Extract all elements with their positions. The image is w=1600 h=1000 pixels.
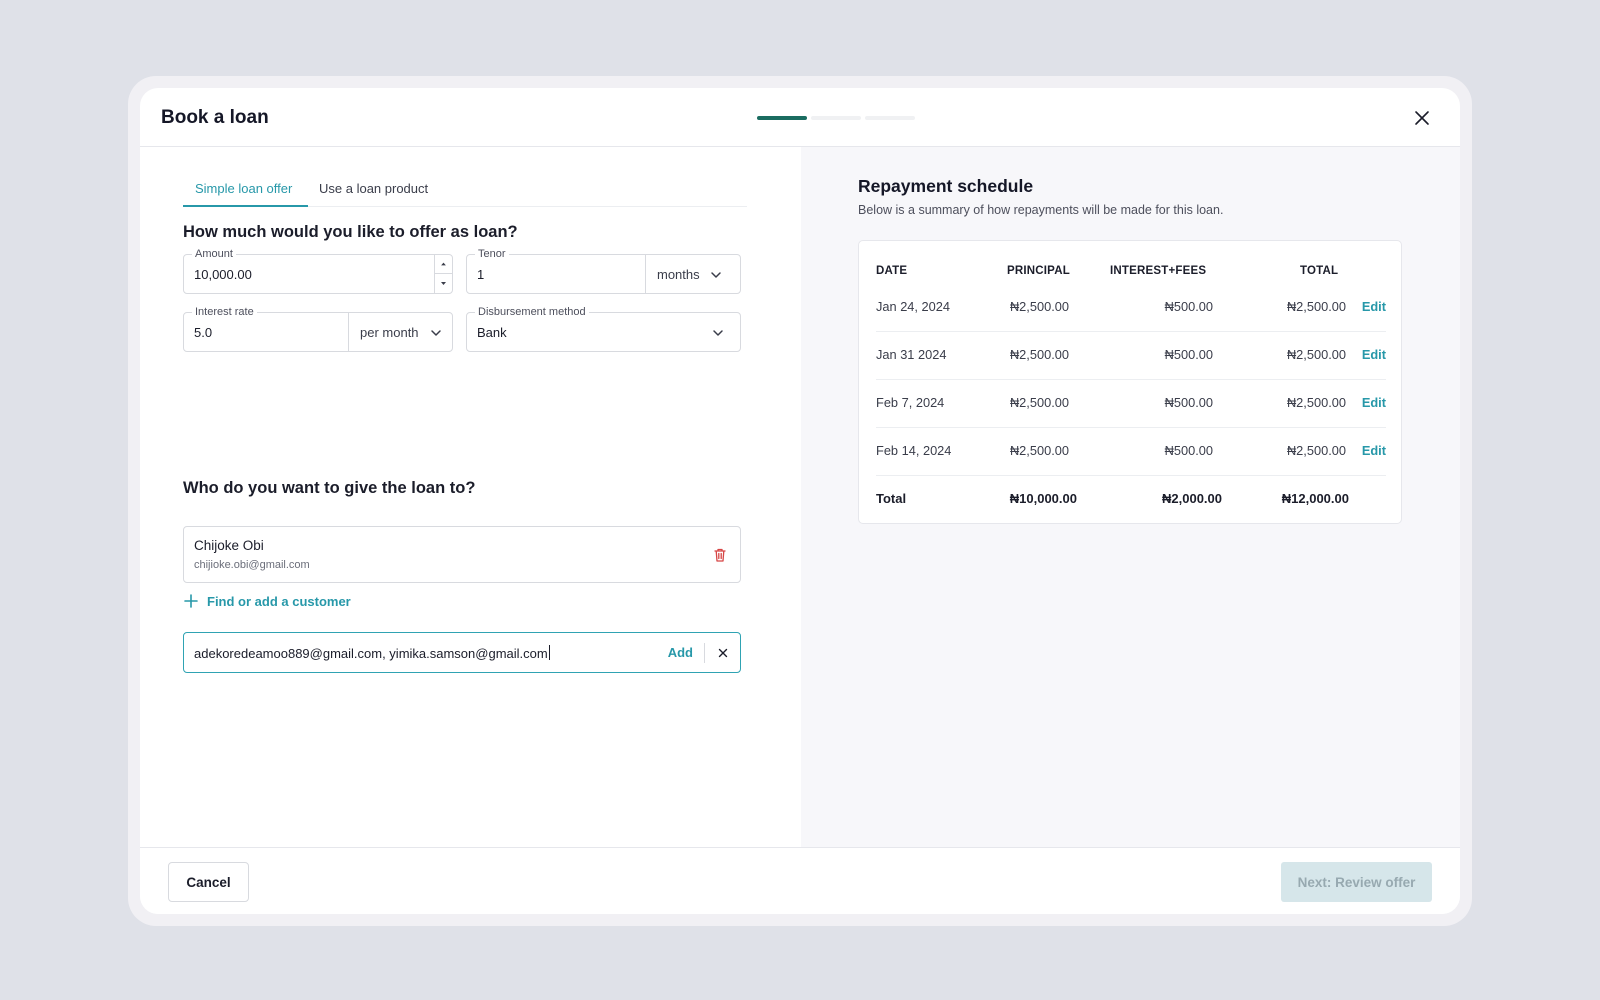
row-principal: ₦2,500.00	[1009, 443, 1069, 458]
interest-divider	[348, 313, 349, 351]
row-date: Jan 24, 2024	[876, 299, 951, 314]
amount-value: 10,000.00	[194, 267, 252, 282]
selected-customer-card: Chijoke Obi chijioke.obi@gmail.com	[183, 526, 741, 583]
row-total: ₦2,500.00	[1286, 299, 1346, 314]
row-date: Feb 14, 2024	[876, 443, 952, 458]
chevron-down-icon[interactable]	[712, 327, 724, 339]
offer-heading: How much would you like to offer as loan…	[183, 223, 518, 241]
book-loan-modal: Book a loan Simple loan offer Use a loan…	[140, 88, 1460, 914]
table-row: Jan 31 2024 ₦2,500.00 ₦500.00 ₦2,500.00 …	[876, 332, 1386, 380]
row-total: ₦2,500.00	[1286, 443, 1346, 458]
text-caret	[548, 645, 550, 660]
row-interest: ₦500.00	[1164, 395, 1213, 410]
amount-stepper	[434, 255, 452, 293]
close-icon[interactable]	[1410, 106, 1434, 130]
row-principal: ₦2,500.00	[1009, 395, 1069, 410]
step-indicator-1	[757, 116, 807, 120]
step-progress	[757, 116, 915, 120]
stepper-down-icon[interactable]	[435, 274, 452, 293]
interest-unit-select[interactable]: per month	[360, 325, 419, 340]
repayment-schedule-table: DATE PRINCIPAL INTEREST+FEES TOTAL Jan 2…	[858, 240, 1402, 524]
tenor-value: 1	[477, 267, 485, 282]
disbursement-method-select[interactable]: Disbursement method Bank	[466, 305, 741, 352]
cancel-button[interactable]: Cancel	[168, 862, 249, 902]
column-header-total: TOTAL	[1300, 265, 1339, 277]
customer-name: Chijoke Obi	[194, 538, 264, 553]
table-row: Feb 7, 2024 ₦2,500.00 ₦500.00 ₦2,500.00 …	[876, 380, 1386, 428]
email-input-divider	[704, 643, 705, 663]
column-header-interest-fees: INTEREST+FEES	[1110, 265, 1207, 277]
amount-label: Amount	[192, 247, 236, 261]
clear-icon[interactable]	[717, 647, 729, 659]
interest-rate-label: Interest rate	[192, 305, 257, 319]
totals-label: Total	[876, 491, 907, 506]
interest-rate-value: 5.0	[194, 325, 213, 340]
disbursement-label: Disbursement method	[475, 305, 589, 319]
tab-use-loan-product[interactable]: Use a loan product	[319, 181, 429, 196]
next-review-offer-button[interactable]: Next: Review offer	[1281, 862, 1432, 902]
customer-email-input[interactable]: adekoredeamoo889@gmail.com, yimika.samso…	[183, 632, 741, 673]
modal-header: Book a loan	[140, 88, 1460, 147]
plus-icon	[184, 594, 198, 608]
amount-field[interactable]: Amount 10,000.00	[183, 247, 453, 294]
add-email-button[interactable]: Add	[667, 645, 693, 660]
step-indicator-2	[811, 116, 861, 120]
table-row: Jan 24, 2024 ₦2,500.00 ₦500.00 ₦2,500.00…	[876, 284, 1386, 332]
row-principal: ₦2,500.00	[1009, 347, 1069, 362]
row-edit-link[interactable]: Edit	[1361, 443, 1386, 458]
row-total: ₦2,500.00	[1286, 395, 1346, 410]
row-interest: ₦500.00	[1164, 347, 1213, 362]
row-edit-link[interactable]: Edit	[1361, 299, 1386, 314]
row-date: Feb 7, 2024	[876, 395, 945, 410]
repayment-panel: Repayment schedule Below is a summary of…	[801, 147, 1460, 847]
column-header-date: DATE	[876, 265, 908, 277]
row-edit-link[interactable]: Edit	[1361, 395, 1386, 410]
modal-title: Book a loan	[161, 107, 269, 128]
chevron-down-icon[interactable]	[710, 269, 722, 281]
totals-row: Total ₦10,000.00 ₦2,000.00 ₦12,000.00	[876, 476, 1386, 524]
modal-frame: Book a loan Simple loan offer Use a loan…	[128, 76, 1472, 926]
row-edit-link[interactable]: Edit	[1361, 347, 1386, 362]
tenor-divider	[645, 255, 646, 293]
stepper-up-icon[interactable]	[435, 255, 452, 274]
tenor-field[interactable]: Tenor 1 months	[466, 247, 741, 294]
tab-simple-loan-offer[interactable]: Simple loan offer	[195, 181, 293, 196]
email-input-text: adekoredeamoo889@gmail.com, yimika.samso…	[194, 645, 550, 661]
row-principal: ₦2,500.00	[1009, 299, 1069, 314]
row-date: Jan 31 2024	[876, 347, 947, 362]
email-input-value: adekoredeamoo889@gmail.com, yimika.samso…	[194, 646, 548, 661]
column-header-principal: PRINCIPAL	[1007, 265, 1070, 277]
loan-type-tabs: Simple loan offer Use a loan product	[183, 173, 747, 207]
totals-total: ₦12,000.00	[1281, 491, 1349, 506]
active-tab-underline	[183, 205, 308, 207]
disbursement-value: Bank	[477, 325, 507, 340]
loan-form-panel: Simple loan offer Use a loan product How…	[140, 147, 801, 847]
step-indicator-3	[865, 116, 915, 120]
row-interest: ₦500.00	[1164, 299, 1213, 314]
tenor-label: Tenor	[475, 247, 509, 261]
interest-rate-field[interactable]: Interest rate 5.0 per month	[183, 305, 453, 352]
row-total: ₦2,500.00	[1286, 347, 1346, 362]
repayment-schedule-subtitle: Below is a summary of how repayments wil…	[858, 203, 1224, 217]
trash-icon[interactable]	[712, 547, 728, 563]
chevron-down-icon[interactable]	[430, 327, 442, 339]
row-interest: ₦500.00	[1164, 443, 1213, 458]
modal-footer: Cancel Next: Review offer	[140, 847, 1460, 914]
repayment-schedule-title: Repayment schedule	[858, 176, 1034, 196]
recipient-heading: Who do you want to give the loan to?	[183, 479, 476, 497]
totals-interest: ₦2,000.00	[1162, 491, 1222, 506]
customer-email: chijioke.obi@gmail.com	[194, 559, 310, 571]
tenor-unit-select[interactable]: months	[657, 267, 700, 282]
totals-principal: ₦10,000.00	[1009, 491, 1077, 506]
find-or-add-label: Find or add a customer	[207, 593, 351, 609]
find-or-add-customer-link[interactable]: Find or add a customer	[183, 593, 351, 609]
table-row: Feb 14, 2024 ₦2,500.00 ₦500.00 ₦2,500.00…	[876, 428, 1386, 476]
